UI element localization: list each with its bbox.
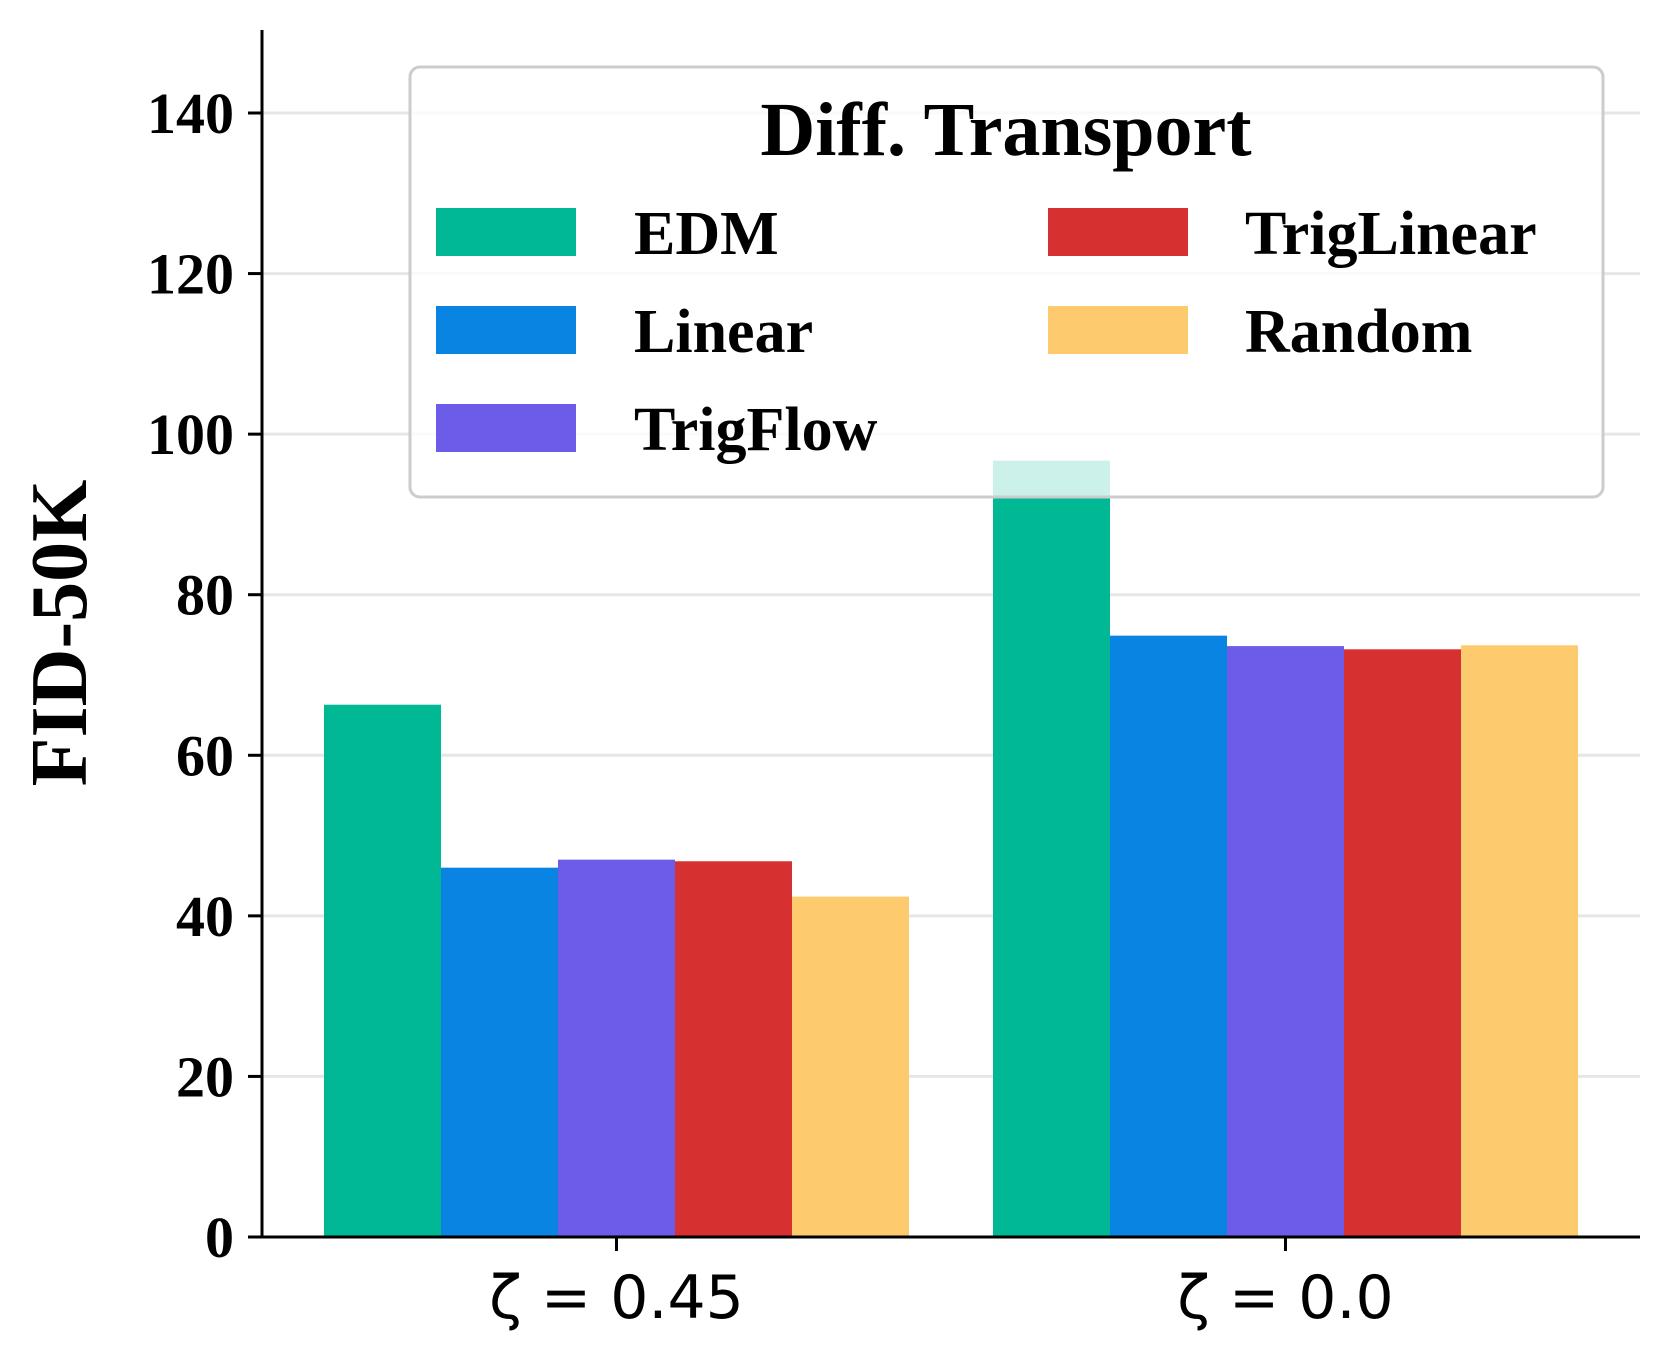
bar-random-zeta-0-45	[792, 896, 909, 1237]
x-tick-label: ζ = 0.0	[1177, 1263, 1393, 1333]
bar-edm-zeta-0-45	[324, 704, 441, 1237]
bar-triglinear-zeta-0-45	[675, 861, 792, 1237]
bar-edm-zeta-0-0	[993, 460, 1110, 1237]
y-tick-label: 120	[147, 242, 234, 307]
legend-swatch-edm	[436, 208, 576, 256]
bar-trigflow-zeta-0-0	[1227, 646, 1344, 1237]
y-tick-label: 40	[176, 884, 234, 949]
legend-label-random: Random	[1245, 298, 1472, 366]
y-tick-label: 20	[176, 1044, 234, 1109]
y-tick-label: 0	[205, 1205, 234, 1270]
legend-swatch-trigflow	[436, 404, 576, 452]
legend-swatch-linear	[436, 306, 576, 354]
y-tick-label: 60	[176, 723, 234, 788]
bar-trigflow-zeta-0-45	[558, 859, 675, 1237]
y-tick-label: 80	[176, 563, 234, 628]
bar-triglinear-zeta-0-0	[1344, 649, 1461, 1237]
legend: Diff. Transport EDM Linear TrigFlow TrigLine…	[408, 65, 1605, 499]
legend-label-triglinear: TrigLinear	[1245, 200, 1537, 268]
y-tick-label: 140	[147, 81, 234, 146]
legend-swatch-triglinear	[1048, 208, 1188, 256]
bar-random-zeta-0-0	[1461, 645, 1578, 1237]
legend-label-edm: EDM	[634, 200, 779, 268]
legend-swatch-random	[1048, 306, 1188, 354]
axes: 0 20 40 60 80 100 120 140 ζ = 0.45 ζ = 0.0	[147, 30, 1640, 1333]
bar-linear-zeta-0-0	[1110, 635, 1227, 1237]
y-axis-title: FID-50K	[16, 480, 104, 787]
legend-label-trigflow: TrigFlow	[634, 396, 878, 464]
legend-box	[408, 65, 1605, 499]
bar-linear-zeta-0-45	[441, 867, 558, 1237]
x-tick-label: ζ = 0.45	[489, 1263, 744, 1333]
legend-title: Diff. Transport	[760, 88, 1251, 172]
bars	[324, 460, 1578, 1237]
y-tick-label: 100	[147, 402, 234, 467]
legend-label-linear: Linear	[634, 298, 813, 366]
